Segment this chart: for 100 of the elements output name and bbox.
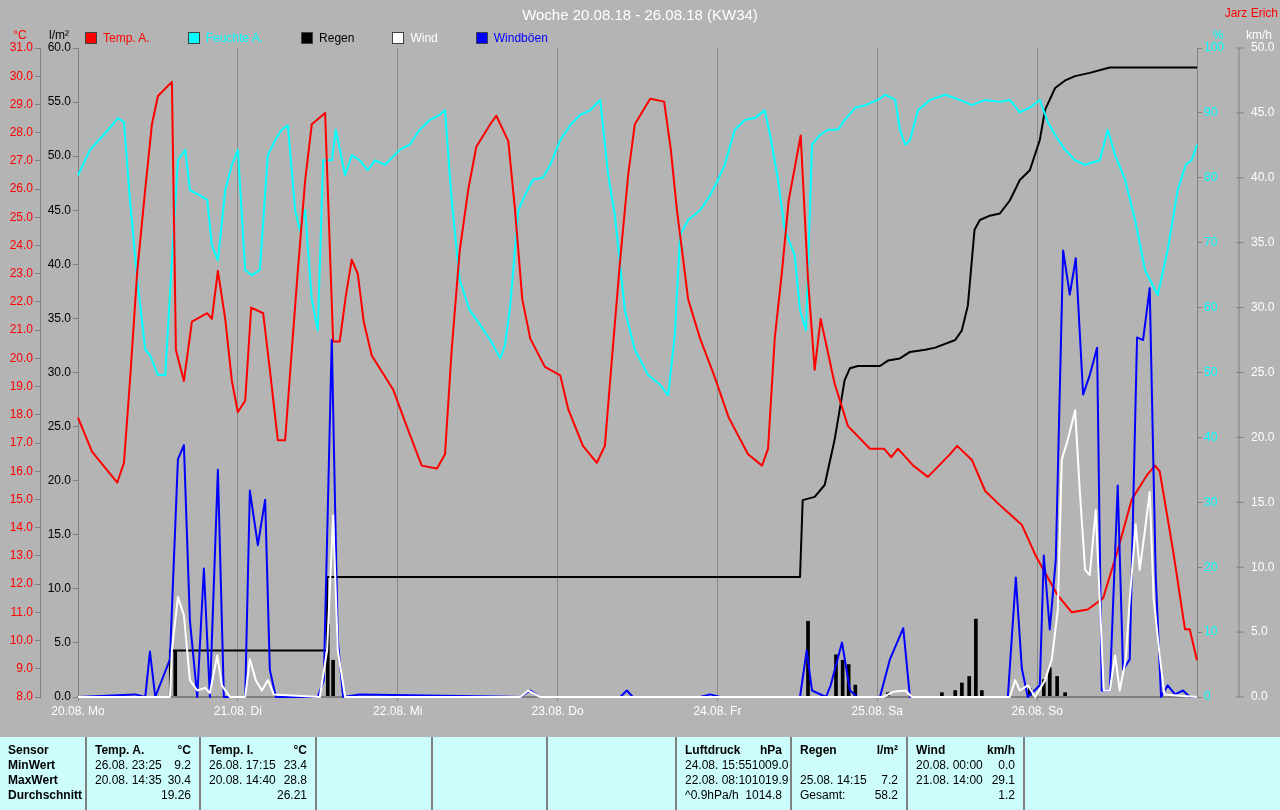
y2-tick-label: 35.0 [47, 310, 72, 325]
text: Durchschnitt [8, 788, 83, 803]
text: °C [293, 743, 307, 758]
y-tick-label: 31.0 [9, 40, 34, 55]
y-tick-label: 13.0 [9, 548, 34, 563]
y-axis-title: °C [13, 28, 28, 43]
x-tick-label: 25.08. Sa [851, 703, 904, 718]
y-tick-label: 35.0 [1251, 235, 1275, 250]
text: hPa [759, 743, 782, 758]
y-tick-label: 25.0 [1251, 364, 1275, 379]
text: 26.08. 17:15 [209, 758, 276, 773]
x-tick-label: 26.08. So [1011, 703, 1064, 718]
y2-tick-label: 15.0 [47, 527, 72, 542]
y3-tick-label: 80 [1204, 170, 1218, 185]
text: ^0.9hPa/h [685, 788, 739, 803]
y-tick-label: 14.0 [9, 520, 34, 535]
y2-tick-label: 45.0 [47, 202, 72, 217]
text: MinWert [8, 758, 57, 773]
text: Gesamt: [800, 788, 846, 803]
text: Sensor [8, 743, 50, 758]
y3-tick-label: 100 [1204, 40, 1225, 55]
legend-label: Wind [410, 31, 438, 45]
text: Jarz Erich [1224, 6, 1278, 20]
y3-tick-label: 30 [1204, 494, 1218, 509]
y3-tick-label: 50 [1204, 364, 1218, 379]
x-tick-label: 22.08. Mi [373, 703, 423, 718]
text: 0.0 [998, 758, 1015, 773]
y2-tick-label: 50.0 [47, 148, 72, 163]
y-tick-label: 20.0 [1251, 429, 1275, 444]
text: 20.08. 14:35 [95, 773, 162, 788]
y-tick-label: 15.0 [1251, 494, 1275, 509]
y-tick-label: 10.0 [9, 632, 34, 647]
y-tick-label: 24.0 [9, 237, 34, 252]
y-tick-label: 30.0 [1251, 299, 1275, 314]
y-tick-label: 0.0 [1251, 689, 1269, 704]
y-tick-label: 50.0 [1251, 40, 1275, 55]
text: km/h [986, 743, 1015, 758]
y-tick-label: 18.0 [9, 407, 34, 422]
text: 20.08. 14:40 [209, 773, 276, 788]
y3-tick-label: 20 [1204, 559, 1218, 574]
chart-title: Woche 20.08.18 - 26.08.18 (KW34) [522, 6, 758, 23]
text: 22.08. 08:10 [685, 773, 752, 788]
text: Wind [916, 743, 946, 758]
y2-tick-label: 25.0 [47, 418, 72, 433]
y-tick-label: 23.0 [9, 266, 34, 281]
y3-tick-label: 40 [1204, 429, 1218, 444]
text: 9.2 [174, 758, 191, 773]
y-tick-label: 29.0 [9, 96, 34, 111]
y2-tick-label: 5.0 [54, 635, 72, 650]
text: 58.2 [874, 788, 898, 803]
y2-tick-label: 55.0 [47, 94, 72, 109]
y-tick-label: 10.0 [1251, 559, 1275, 574]
y2-tick-label: 10.0 [47, 581, 72, 596]
y2-tick-label: 60.0 [47, 40, 72, 55]
y-tick-label: 45.0 [1251, 105, 1275, 120]
legend-label: Temp. A. [103, 31, 150, 45]
y-axis-title: km/h [1245, 28, 1273, 43]
y3-tick-label: 70 [1204, 235, 1218, 250]
text: 26.21 [276, 788, 307, 803]
y-tick-label: 40.0 [1251, 170, 1275, 185]
y2-tick-label: 40.0 [47, 256, 72, 271]
y3-axis-title: % [1212, 28, 1224, 43]
y-tick-label: 30.0 [9, 68, 34, 83]
text: 28.8 [283, 773, 307, 788]
text: Temp. I. [209, 743, 254, 758]
text: 21.08. 14:00 [916, 773, 983, 788]
text: °C [177, 743, 191, 758]
y-tick-label: 26.0 [9, 181, 34, 196]
text: 19.26 [160, 788, 191, 803]
legend-label: Feuchte A. [205, 31, 264, 45]
y-tick-label: 16.0 [9, 463, 34, 478]
text: Luftdruck [685, 743, 741, 758]
y-tick-label: 15.0 [9, 491, 34, 506]
y-tick-label: 21.0 [9, 322, 34, 337]
y-tick-label: 25.0 [9, 209, 34, 224]
y-tick-label: 17.0 [9, 435, 34, 450]
y-tick-label: 27.0 [9, 153, 34, 168]
y-tick-label: 28.0 [9, 124, 34, 139]
text: 1009.0 [751, 758, 789, 773]
text: 30.4 [167, 773, 191, 788]
y3-tick-label: 0 [1204, 689, 1211, 704]
text: l/m² [876, 743, 898, 758]
text: 23.4 [283, 758, 307, 773]
text: MaxWert [8, 773, 59, 788]
y-tick-label: 5.0 [1251, 624, 1269, 639]
y-tick-label: 11.0 [10, 604, 34, 619]
y-tick-label: 9.0 [16, 661, 34, 676]
x-tick-label: 20.08. Mo [51, 703, 106, 718]
y-tick-label: 22.0 [9, 294, 34, 309]
y-tick-label: 8.0 [16, 689, 34, 704]
text: Regen [800, 743, 837, 758]
text: 25.08. 14:15 [800, 773, 867, 788]
y3-tick-label: 90 [1204, 105, 1218, 120]
y2-axis-title: l/m² [49, 28, 69, 43]
text: 1014.8 [745, 788, 782, 803]
text: Temp. A. [95, 743, 145, 758]
y-tick-label: 19.0 [9, 378, 34, 393]
y-tick-label: 12.0 [9, 576, 34, 591]
x-tick-label: 21.08. Di [213, 703, 262, 718]
y3-tick-label: 10 [1204, 624, 1218, 639]
